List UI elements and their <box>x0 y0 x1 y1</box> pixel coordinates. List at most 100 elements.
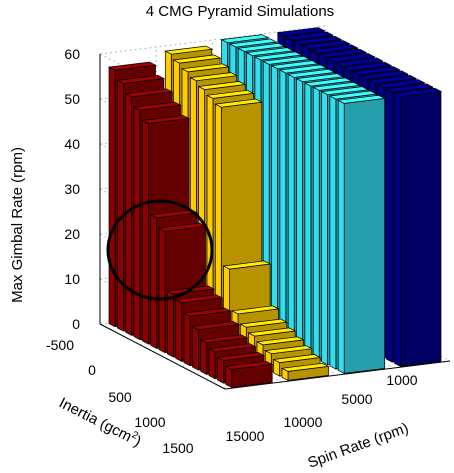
bar-face-top <box>343 61 393 71</box>
bar-face-top <box>224 360 274 370</box>
bar-face-top <box>124 88 174 98</box>
chart-title: 4 CMG Pyramid Simulations <box>146 3 334 20</box>
bar-face-front <box>343 98 386 374</box>
z-tick-label: 30 <box>64 181 80 197</box>
bar-face-side <box>329 95 337 370</box>
bar-face-side <box>108 66 116 328</box>
bar-face-top <box>318 48 368 58</box>
bar-face-side <box>225 365 233 388</box>
inertia-tick-label: -500 <box>46 337 74 353</box>
annotation-circle <box>106 199 214 301</box>
bar-face-side <box>133 106 141 341</box>
z-tick-label: 60 <box>64 46 80 62</box>
bar-face-top <box>376 79 426 89</box>
bar-face-top <box>116 75 166 84</box>
bar-face-top <box>393 87 443 97</box>
bar-face-side <box>337 99 345 374</box>
bar-face-top <box>197 81 247 90</box>
bar-face-top <box>351 66 401 76</box>
x-axis-title-sup: 2 <box>130 429 140 442</box>
bar-face-top <box>222 260 272 270</box>
bar-face-top <box>359 70 409 80</box>
bar-face-top <box>253 51 303 61</box>
bar-face-top <box>320 86 370 96</box>
bar-face-top <box>368 74 418 84</box>
bar-face-side <box>158 227 166 354</box>
bars <box>107 27 443 388</box>
bar-face-top <box>180 63 230 73</box>
bar <box>224 360 274 388</box>
bar-face-top <box>301 40 351 50</box>
bar-face-side <box>385 88 393 363</box>
bar <box>337 94 386 374</box>
x-axis-line <box>99 323 226 390</box>
bar-face-top <box>172 54 222 64</box>
bar-face-side <box>117 79 124 332</box>
bar-face-top <box>174 294 224 304</box>
bar-face-top <box>220 34 270 44</box>
spin-tick-label: 15000 <box>226 428 265 444</box>
bar <box>393 87 443 367</box>
bar-face-top <box>295 73 345 83</box>
y-axis-line <box>224 360 451 390</box>
bar-face-top <box>247 327 297 337</box>
bar-face-side <box>271 65 278 340</box>
bar <box>280 362 330 381</box>
inertia-tick-label: 500 <box>108 389 132 405</box>
bar-face-top <box>182 307 232 317</box>
bar-face-top <box>264 345 313 355</box>
z-tick-label: 20 <box>64 226 80 242</box>
bar-face-front <box>400 91 442 367</box>
bar-face-top <box>287 68 336 78</box>
bar-face-top <box>262 55 311 65</box>
bar-face-top <box>132 101 182 111</box>
ticks: 0102030405060-50005001000150015000100005… <box>46 46 418 456</box>
bar-face-top <box>164 45 213 55</box>
inertia-tick-label: 0 <box>88 362 96 378</box>
bar-face-side <box>394 92 401 367</box>
bar-face-top <box>270 60 320 70</box>
bar-face-top <box>237 42 286 52</box>
bar-face-top <box>205 89 255 99</box>
bar-face-side <box>217 356 224 384</box>
bar-face-side <box>183 312 191 367</box>
z-axis-title: Max Gimbal Rate (rpm) <box>9 147 26 303</box>
bar-face-side <box>312 86 320 361</box>
bar-face-side <box>304 82 312 357</box>
bar-face-side <box>125 93 133 336</box>
bar-face-top <box>284 31 334 41</box>
bar-face-side <box>175 299 183 362</box>
bar-face-side <box>167 290 174 358</box>
bar-face-side <box>321 91 328 366</box>
bar-face-top <box>384 83 434 93</box>
inertia-tick-label: 1000 <box>134 414 165 430</box>
z-tick-label: 40 <box>64 136 80 152</box>
spin-tick-label: 5000 <box>341 391 372 407</box>
bar-face-side <box>142 119 149 345</box>
bar-face-side <box>192 325 199 371</box>
bar-face-top <box>303 77 353 87</box>
bar-face-top <box>245 47 295 57</box>
bar-face-top <box>309 44 359 54</box>
bar-face-top <box>334 57 384 67</box>
bar-face-top <box>149 209 199 219</box>
bar-face-top <box>276 27 326 37</box>
bar-face-top <box>337 94 386 104</box>
spin-tick-label: 1000 <box>386 372 417 388</box>
bar-face-top <box>255 336 305 346</box>
bar-face-top <box>107 61 157 71</box>
z-tick-label: 0 <box>72 316 80 332</box>
bar-face-top <box>328 90 378 100</box>
inertia-tick-label: 1500 <box>162 440 193 456</box>
bar-face-top <box>199 334 249 344</box>
bar-face-top <box>214 98 263 108</box>
bar-face-top <box>141 115 191 124</box>
bar-face-top <box>191 321 241 330</box>
bar-face-top <box>239 318 288 328</box>
bar-face-top <box>272 354 322 363</box>
bar-face-top <box>312 81 361 91</box>
bar-face-side <box>200 339 208 375</box>
bar-face-top <box>207 343 257 353</box>
bar-face-top <box>326 53 376 63</box>
